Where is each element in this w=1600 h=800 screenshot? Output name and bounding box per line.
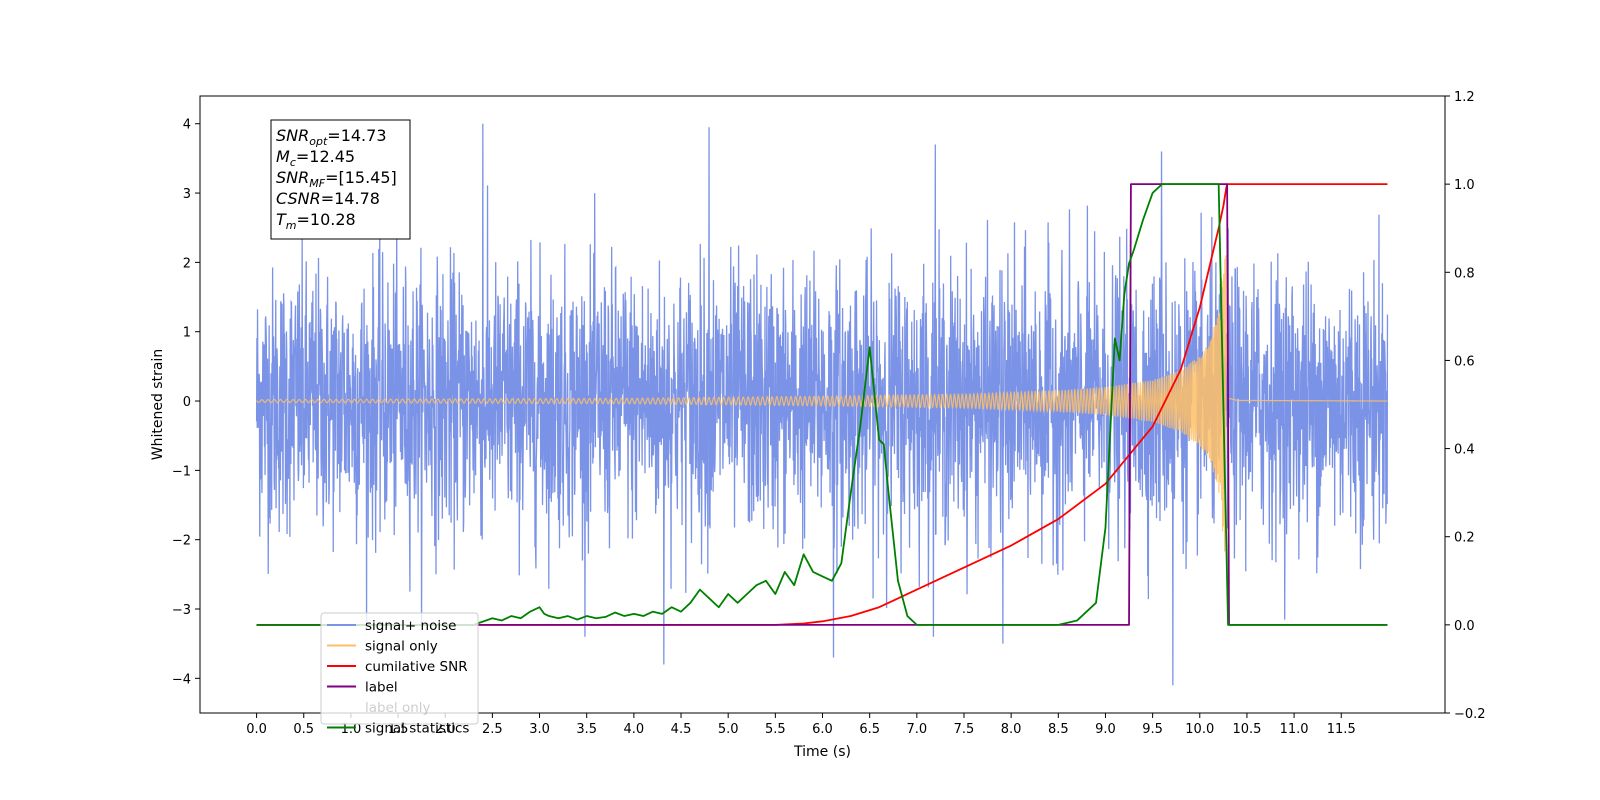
- y-left-tick-label: −3: [172, 603, 191, 618]
- y-axis-label: Whitened strain: [150, 349, 166, 460]
- y-left-tick-label: 3: [183, 187, 191, 202]
- legend-item-label: label: [327, 680, 398, 696]
- series-line-signal-noise: [255, 123, 1389, 686]
- legend-label: label: [365, 680, 398, 696]
- x-tick-label: 0.5: [293, 722, 314, 737]
- annotation-frame: [270, 119, 411, 240]
- legend: signal+ noise signal only cumilative SNR la…: [320, 612, 479, 737]
- y-left-tick-label: −4: [172, 672, 191, 687]
- series-line-signal-only: [256, 255, 1388, 552]
- y-right-tick-label: 0.0: [1454, 619, 1475, 634]
- x-tick-label: 5.5: [765, 722, 786, 737]
- legend-item-cumilative-snr: cumilative SNR: [327, 659, 468, 675]
- legend-item-label-only: label only: [365, 700, 431, 716]
- y-left-tick-label: 1: [183, 326, 191, 341]
- legend-item-signal-only: signal only: [327, 639, 438, 655]
- y-right-tick-label: 0.6: [1454, 354, 1475, 369]
- x-tick-label: 3.5: [576, 722, 597, 737]
- x-tick-label: 8.5: [1048, 722, 1069, 737]
- plot-area: [255, 123, 1389, 686]
- x-tick-label: 9.0: [1095, 722, 1116, 737]
- y-left-tick-label: −2: [172, 534, 191, 549]
- annotation-line: SNRMF=[15.45]: [276, 168, 397, 190]
- x-tick-label: 1.0: [341, 722, 362, 737]
- x-tick-label: 0.0: [246, 722, 267, 737]
- y-right-tick-label: −0.2: [1454, 707, 1486, 722]
- x-tick-label: 4.5: [671, 722, 692, 737]
- x-tick-label: 8.0: [1001, 722, 1022, 737]
- x-tick-label: 11.5: [1327, 722, 1356, 737]
- legend-label: signal statistics: [365, 721, 469, 737]
- x-tick-label: 11.0: [1280, 722, 1309, 737]
- legend-label: label only: [365, 700, 431, 716]
- legend-label: signal only: [365, 639, 438, 655]
- legend-item-signal-statistics: signal statistics: [327, 721, 469, 737]
- x-tick-label: 6.0: [812, 722, 833, 737]
- y-right-tick-label: 1.0: [1454, 178, 1475, 193]
- annotation-line: SNRopt=14.73: [276, 126, 387, 148]
- legend-label: cumilative SNR: [365, 659, 468, 675]
- annotation-line: Tm=10.28: [276, 210, 356, 232]
- series-line-signal-statistics: [256, 183, 1388, 626]
- x-tick-label: 7.0: [906, 722, 927, 737]
- y-right-tick-label: 0.4: [1454, 443, 1475, 458]
- y-right-tick-label: 0.2: [1454, 531, 1475, 546]
- x-tick-label: 3.0: [529, 722, 550, 737]
- x-tick-label: 10.0: [1185, 722, 1214, 737]
- x-tick-label: 1.5: [388, 722, 409, 737]
- series-line-cumilative-snr: [256, 183, 1388, 626]
- series-layer: [255, 123, 1389, 686]
- y-left-tick-label: 4: [183, 118, 191, 133]
- x-tick-label: 5.0: [718, 722, 739, 737]
- annotation-line: CSNR=14.78: [276, 189, 380, 208]
- x-tick-label: 2.5: [482, 722, 503, 737]
- annotation-box: SNRopt=14.73Mc=12.45SNRMF=[15.45]CSNR=14…: [270, 119, 411, 240]
- legend-label: signal+ noise: [365, 618, 456, 634]
- annotation-line: Mc=12.45: [276, 147, 355, 169]
- x-axis-label: Time (s): [793, 744, 851, 760]
- y-left-tick-label: 0: [183, 395, 191, 410]
- y-right-tick-label: 1.2: [1454, 90, 1475, 105]
- x-tick-label: 10.5: [1232, 722, 1261, 737]
- y-left-tick-label: 2: [183, 256, 191, 271]
- x-tick-label: 2.0: [435, 722, 456, 737]
- x-tick-label: 7.5: [954, 722, 975, 737]
- x-tick-label: 9.5: [1142, 722, 1163, 737]
- x-tick-label: 4.0: [624, 722, 645, 737]
- x-tick-label: 6.5: [859, 722, 880, 737]
- y-left-tick-label: −1: [172, 464, 191, 479]
- axes: 0.0 0.5 1.0 1.5 2.0 2.5 3.0 3.5 4.0 4.5 5.0 5.5 6.0 6…: [172, 90, 1486, 737]
- legend-item-signal-noise: signal+ noise: [327, 618, 456, 634]
- y-right-tick-label: 0.8: [1454, 266, 1475, 281]
- legend-frame: [320, 612, 479, 725]
